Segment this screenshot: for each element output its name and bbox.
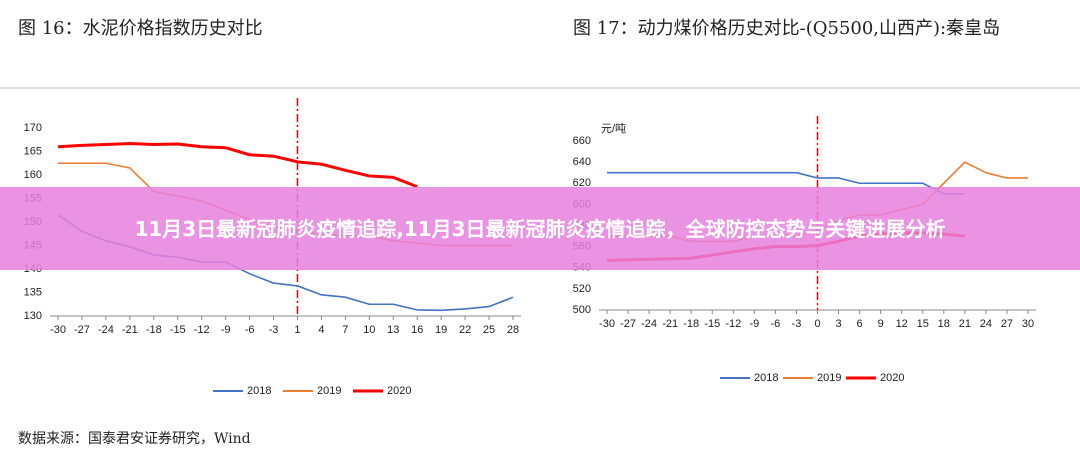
x-tick-label: -24 <box>641 318 657 330</box>
x-tick-label: 25 <box>483 324 495 336</box>
x-tick-label: -9 <box>221 324 231 336</box>
y-tick-label: 170 <box>24 122 42 134</box>
x-tick-label: 10 <box>363 324 375 336</box>
x-tick-label: 27 <box>1001 318 1013 330</box>
x-tick-label: 19 <box>435 324 447 336</box>
x-tick-label: -12 <box>194 324 210 336</box>
x-tick-label: -21 <box>122 324 138 336</box>
x-tick-label: 13 <box>387 324 399 336</box>
y-tick-label: 640 <box>573 156 591 168</box>
series-line <box>57 142 418 189</box>
x-tick-label: 16 <box>411 324 423 336</box>
banner-text: 11月3日最新冠肺炎疫情追踪,11月3日最新冠肺炎疫情追踪，全球防控态势与关键进… <box>134 216 946 241</box>
legend-label: 2019 <box>317 385 341 397</box>
x-tick-label: 6 <box>857 318 863 330</box>
x-tick-label: -6 <box>771 318 781 330</box>
x-tick-label: -3 <box>269 324 279 336</box>
y-tick-label: 520 <box>573 283 591 295</box>
x-tick-label: 9 <box>878 318 884 330</box>
y-tick-label: 620 <box>573 177 591 189</box>
x-tick-label: -30 <box>50 324 66 336</box>
banner: 11月3日最新冠肺炎疫情追踪,11月3日最新冠肺炎疫情追踪，全球防控态势与关键进… <box>0 187 1080 270</box>
x-tick-label: -30 <box>599 318 615 330</box>
x-tick-label: -3 <box>792 318 802 330</box>
x-tick-label: -24 <box>98 324 114 336</box>
y-axis-label: 元/吨 <box>601 122 626 135</box>
legend-label: 2018 <box>247 385 271 397</box>
y-tick-label: 135 <box>24 286 42 298</box>
legend-label: 2020 <box>880 372 904 384</box>
x-tick-label: 24 <box>980 318 992 330</box>
x-tick-label: 22 <box>459 324 471 336</box>
x-tick-label: -18 <box>683 318 699 330</box>
x-tick-label: 0 <box>814 318 820 330</box>
y-tick-label: 500 <box>573 304 591 316</box>
x-tick-label: 4 <box>318 324 324 336</box>
y-tick-label: 130 <box>24 310 42 322</box>
source-note: 数据来源：国泰君安证券研究，Wind <box>18 431 251 447</box>
x-tick-label: -18 <box>146 324 162 336</box>
x-tick-label: 21 <box>959 318 971 330</box>
x-tick-label: 3 <box>835 318 841 330</box>
y-tick-label: 165 <box>24 145 42 157</box>
x-tick-label: 30 <box>1022 318 1034 330</box>
x-tick-label: -21 <box>662 318 678 330</box>
legend-label: 2020 <box>387 385 411 397</box>
x-tick-label: 28 <box>507 324 519 336</box>
x-tick-label: 18 <box>938 318 950 330</box>
x-tick-label: -15 <box>704 318 720 330</box>
x-tick-label: -9 <box>749 318 759 330</box>
x-tick-label: -27 <box>74 324 90 336</box>
x-tick-label: -6 <box>245 324 255 336</box>
x-tick-label: -27 <box>620 318 636 330</box>
x-tick-label: 15 <box>917 318 929 330</box>
x-tick-label: 12 <box>896 318 908 330</box>
x-tick-label: -12 <box>725 318 741 330</box>
x-tick-label: 1 <box>294 324 300 336</box>
chart-title: 图 17：动力煤价格历史对比-(Q5500,山西产):秦皇岛 <box>573 18 1001 39</box>
x-tick-label: -15 <box>170 324 186 336</box>
series-line <box>607 171 965 195</box>
y-tick-label: 660 <box>573 135 591 147</box>
legend-label: 2019 <box>817 372 841 384</box>
y-tick-label: 160 <box>24 169 42 181</box>
legend-label: 2018 <box>754 372 778 384</box>
chart-title: 图 16：水泥价格指数历史对比 <box>18 18 263 39</box>
x-tick-label: 7 <box>342 324 348 336</box>
